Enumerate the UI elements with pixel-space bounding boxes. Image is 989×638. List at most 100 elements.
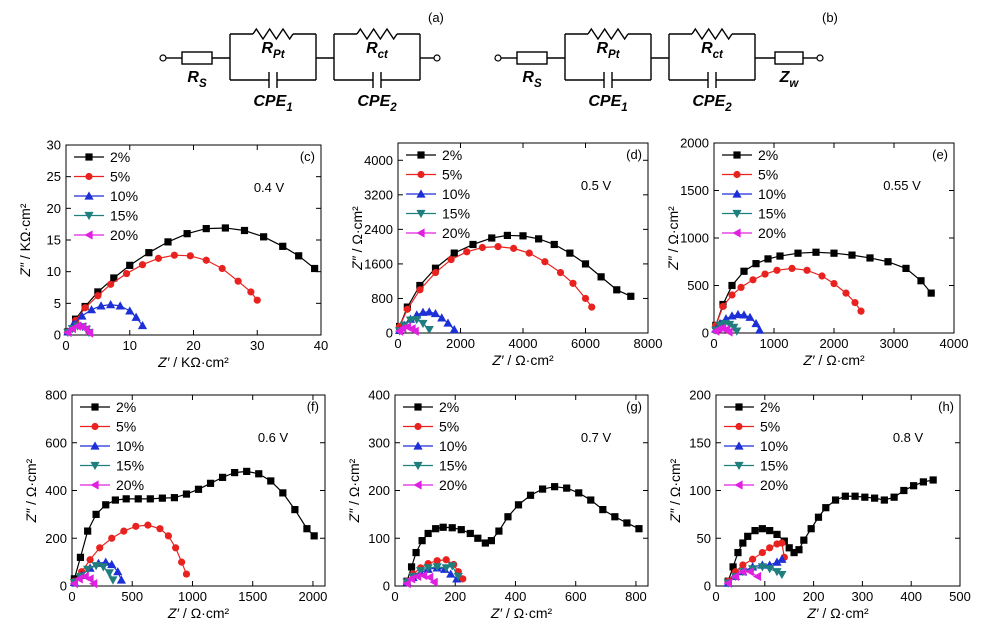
x-axis-label: Z′ / Ω·cm² — [806, 605, 869, 621]
data-point — [145, 249, 153, 257]
data-point — [884, 258, 892, 266]
data-point — [729, 563, 737, 571]
legend-label: 5% — [439, 419, 459, 435]
data-point — [413, 441, 423, 450]
data-point — [919, 478, 927, 486]
data-point — [469, 240, 477, 249]
data-point — [94, 292, 102, 300]
data-point — [279, 242, 287, 250]
data-point — [732, 189, 742, 198]
data-point — [417, 170, 425, 179]
y-tick-label: 100 — [689, 483, 711, 498]
y-tick-label: 0 — [383, 579, 390, 594]
data-point — [788, 264, 796, 272]
data-point — [450, 249, 458, 257]
resistor-symbol — [252, 27, 294, 41]
data-point — [413, 461, 423, 471]
data-point — [106, 300, 116, 309]
y-tick-label: 100 — [368, 531, 390, 546]
data-point — [416, 209, 426, 219]
series-line — [399, 234, 632, 327]
data-point — [267, 477, 275, 485]
data-point — [715, 321, 725, 330]
panel-label: (g) — [626, 399, 642, 414]
x-tick-label: 200 — [803, 589, 825, 604]
data-point — [504, 513, 512, 521]
data-point — [108, 576, 118, 585]
data-point — [431, 264, 440, 272]
panel-label: (a) — [428, 10, 444, 25]
data-point — [449, 324, 459, 334]
data-point — [900, 486, 908, 495]
data-point — [85, 574, 94, 584]
data-point — [98, 563, 108, 572]
data-point — [734, 461, 744, 471]
x-tick-label: 1500 — [238, 589, 267, 604]
data-point — [745, 567, 754, 577]
x-tick-label: 4000 — [940, 336, 969, 351]
legend-label: 10% — [439, 438, 467, 454]
data-point — [218, 473, 227, 481]
x-tick-label: 300 — [852, 589, 874, 604]
panel-label: (e) — [932, 147, 948, 162]
data-point — [866, 254, 874, 262]
data-point — [164, 238, 172, 246]
data-point — [132, 522, 140, 530]
x-axis-label: Z′ / Ω·cm² — [491, 352, 554, 368]
data-point — [541, 258, 549, 266]
data-point — [749, 276, 757, 284]
resistor-label-2: Rct — [701, 40, 724, 61]
zw-label: Zw — [779, 69, 800, 90]
resistor-symbol — [691, 27, 733, 41]
series-5pct — [395, 243, 596, 331]
series-20pct — [711, 323, 733, 337]
legend-label: 5% — [758, 167, 778, 183]
panel-label: (b) — [822, 10, 838, 25]
y-tick-label: 500 — [687, 278, 709, 293]
x-axis-label: Z′ / Ω·cm² — [167, 605, 230, 621]
data-point — [85, 172, 93, 181]
data-point — [732, 327, 742, 336]
data-point — [164, 532, 172, 540]
legend-label: 10% — [442, 186, 470, 202]
data-point — [857, 307, 865, 315]
data-point — [416, 189, 426, 198]
data-point — [231, 468, 239, 477]
data-point — [848, 251, 856, 259]
data-point — [463, 248, 471, 256]
data-point — [481, 539, 489, 547]
y-tick-label: 3200 — [364, 187, 393, 202]
data-point — [494, 243, 502, 251]
data-point — [234, 277, 242, 285]
x-tick-label: 0 — [712, 589, 719, 604]
y-axis-label: Z″ / Ω·cm² — [346, 458, 362, 523]
data-point — [728, 281, 736, 290]
data-point — [442, 556, 450, 564]
potential-annotation: 0.8 V — [893, 430, 924, 445]
data-point — [735, 422, 743, 431]
data-point — [831, 496, 840, 504]
resistor-label-1: RPt — [261, 40, 285, 61]
y-tick-label: 200 — [689, 388, 711, 403]
data-point — [243, 467, 251, 475]
data-point — [144, 521, 152, 529]
data-point — [416, 567, 426, 576]
data-point — [107, 280, 115, 288]
data-point — [738, 567, 747, 577]
data-point — [927, 289, 935, 297]
data-point — [413, 480, 422, 490]
circuit-a: RS RPt CPE1 Rct CPE2 (a) — [159, 10, 444, 114]
data-point — [880, 496, 888, 504]
data-point — [733, 309, 743, 319]
y-tick-label: 300 — [368, 435, 390, 450]
legend: 2% 5% 10% 15% 20% — [74, 149, 138, 243]
data-point — [812, 248, 820, 256]
legend-label: 20% — [442, 225, 470, 241]
chart-panel-c: 0 10 20 30 40 0 5 10 15 20 25 30 Z′ / KΩ·cm² Z″ / KΩ·… — [17, 138, 328, 371]
data-point — [611, 513, 619, 521]
data-point — [581, 260, 590, 268]
data-point — [247, 288, 255, 296]
data-point — [403, 305, 411, 313]
data-point — [917, 277, 925, 285]
data-point — [279, 489, 287, 497]
